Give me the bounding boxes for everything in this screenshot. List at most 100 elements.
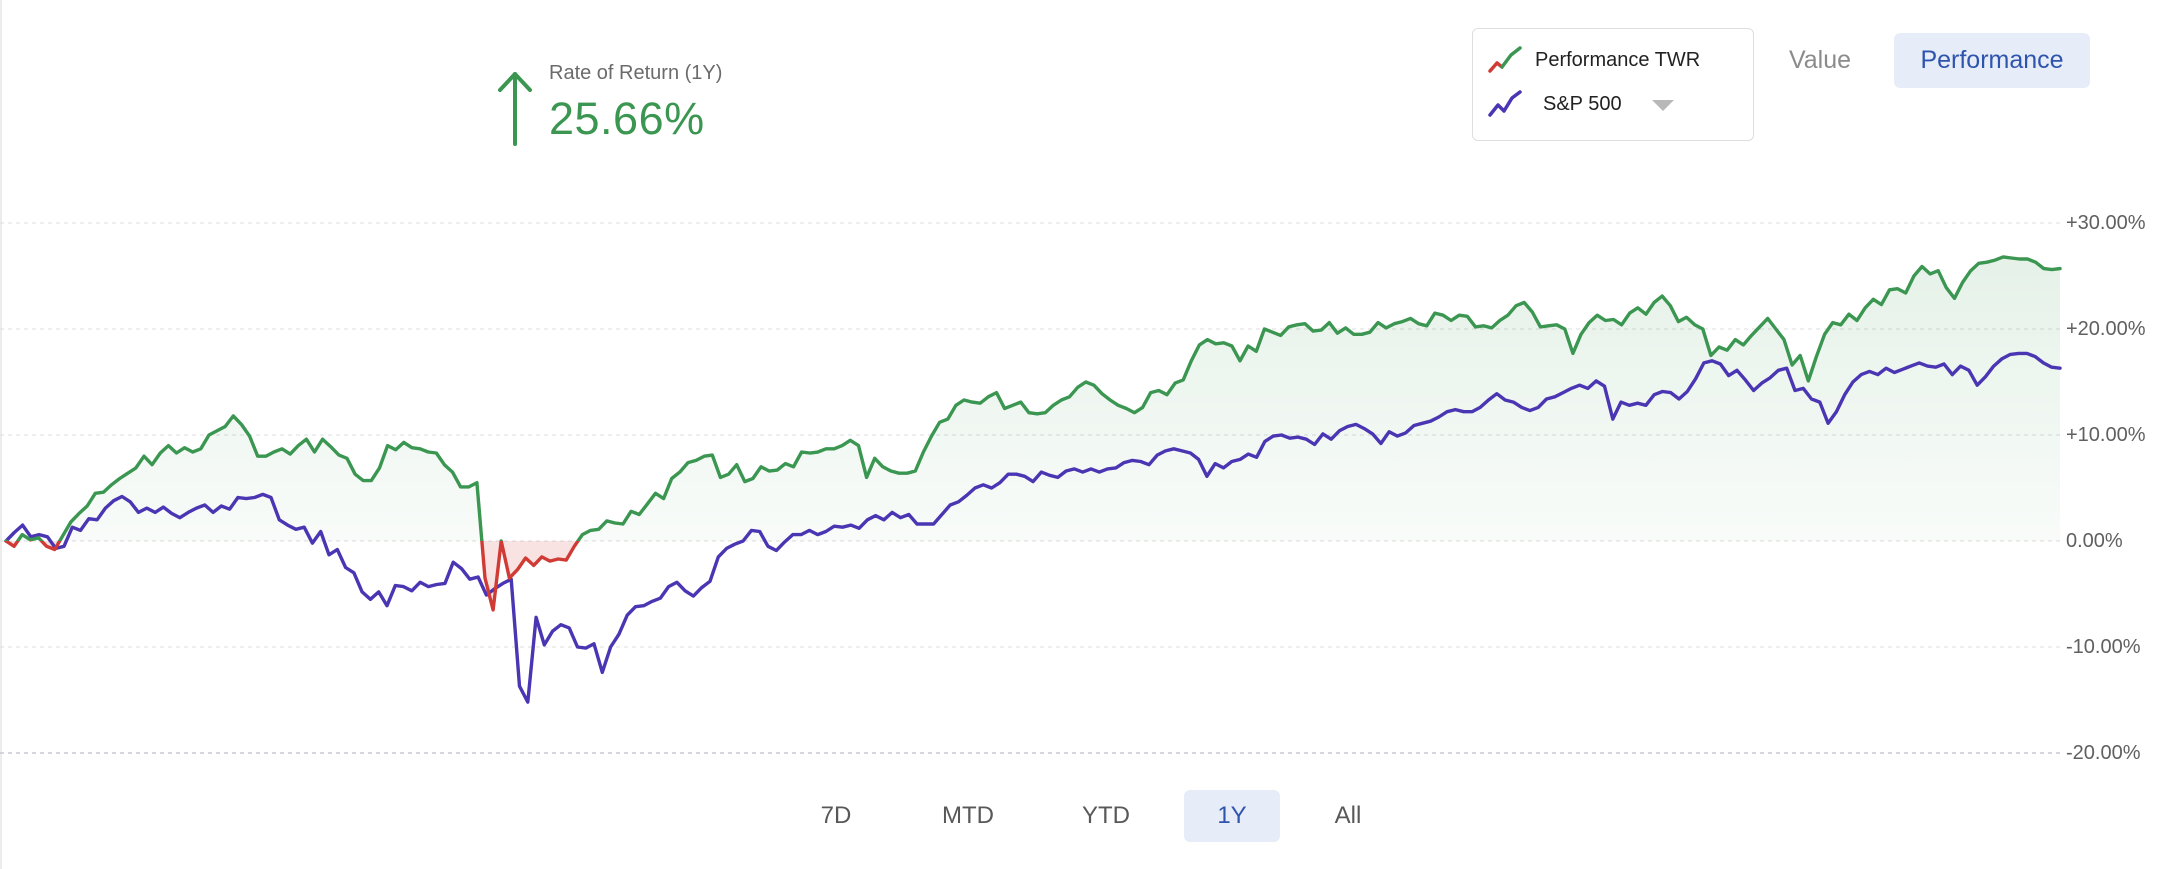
twr-data-point (1847, 313, 1850, 316)
sp500-data-point (1595, 379, 1598, 382)
twr-data-point (467, 485, 470, 488)
sp500-data-point (1363, 427, 1366, 430)
twr-data-point (240, 423, 243, 426)
sp500-data-point (1454, 408, 1457, 411)
sp500-data-point (1189, 452, 1192, 455)
twr-data-point (1709, 354, 1712, 357)
twr-data-point (719, 476, 722, 479)
sp500-data-point (1785, 367, 1788, 370)
sp500-data-point (568, 626, 571, 629)
sp500-data-point (1769, 376, 1772, 379)
twr-data-point (1433, 312, 1436, 315)
series-lines (4, 255, 2062, 704)
range-tab-ytd[interactable]: YTD (1082, 802, 1130, 829)
twr-data-point (630, 510, 633, 513)
sp500-data-point (13, 531, 16, 534)
twr-data-point (1230, 345, 1233, 348)
twr-data-point (1287, 325, 1290, 328)
twr-data-point (662, 497, 665, 500)
sp500-data-point (1255, 456, 1258, 459)
twr-data-point (1385, 326, 1388, 329)
sp500-data-point (79, 529, 82, 532)
twr-data-point (305, 438, 308, 441)
sp500-data-point (882, 518, 885, 521)
twr-data-point (337, 454, 340, 457)
twr-data-point (565, 559, 568, 562)
twr-data-point (1304, 322, 1307, 325)
twr-data-point (605, 519, 608, 522)
chevron-down-icon[interactable] (1651, 99, 1674, 111)
sp500-data-point (1984, 375, 1987, 378)
y-tick-label: +20.00% (2066, 318, 2146, 340)
value-view-button[interactable]: Value (1788, 46, 1852, 74)
twr-data-point (1360, 333, 1363, 336)
sp500-data-point (187, 511, 190, 514)
sp500-data-point (1545, 398, 1548, 401)
sp500-data-point (990, 487, 993, 490)
twr-data-point (1377, 321, 1380, 324)
range-tab-1y[interactable]: 1Y (1184, 790, 1280, 842)
sp500-data-point (1934, 366, 1937, 369)
sp500-data-point (965, 494, 968, 497)
twr-data-point (1539, 325, 1542, 328)
sp500-data-point (1636, 402, 1639, 405)
sp500-data-point (1148, 463, 1151, 466)
twr-data-point (427, 451, 430, 454)
twr-data-point (2010, 257, 2013, 260)
twr-data-point (1442, 314, 1445, 317)
legend-item-performance-twr[interactable]: Performance TWR (1487, 45, 1700, 75)
sp500-data-point (2050, 366, 2053, 369)
twr-data-point (1466, 315, 1469, 318)
twr-data-point (1255, 350, 1258, 353)
sp500-data-point (1901, 368, 1904, 371)
sp500-data-point (2059, 367, 2062, 370)
sp500-data-point (336, 548, 339, 551)
range-tab-all[interactable]: All (1334, 802, 1362, 829)
range-tab-7d[interactable]: 7D (820, 802, 852, 829)
arrow-up-icon (498, 72, 532, 146)
sp500-data-point (767, 545, 770, 548)
twr-data-point (370, 479, 373, 482)
sp500-data-point (974, 487, 977, 490)
twr-data-point (1206, 338, 1209, 341)
twr-data-point (516, 568, 519, 571)
sp500-data-point (733, 543, 736, 546)
performance-view-button[interactable]: Performance (1894, 33, 2090, 88)
rate-of-return-value: 25.66% (549, 93, 705, 144)
sp500-data-point (1015, 473, 1018, 476)
sp500-data-point (651, 600, 654, 603)
twr-data-point (914, 470, 917, 473)
range-tab-mtd[interactable]: MTD (942, 802, 994, 829)
sp500-data-point (949, 504, 952, 507)
twr-data-point (1084, 381, 1087, 384)
sp500-data-point (2017, 352, 2020, 355)
sp500-data-point (1752, 389, 1755, 392)
twr-data-point (386, 444, 389, 447)
twr-data-point (1701, 328, 1704, 331)
sp500-data-point (245, 497, 248, 500)
twr-line-icon (1488, 46, 1522, 73)
twr-data-point (1685, 316, 1688, 319)
sp500-data-point (1553, 395, 1556, 398)
twr-data-point (1588, 321, 1591, 324)
twr-data-point (232, 414, 235, 417)
twr-data-point (1271, 331, 1274, 334)
twr-data-point (1734, 338, 1737, 341)
sp500-data-point (717, 555, 720, 558)
twr-data-point (1174, 382, 1177, 385)
sp500-data-point (1711, 359, 1714, 362)
sp500-data-point (1885, 367, 1888, 370)
twr-data-point (1515, 304, 1518, 307)
twr-data-point (21, 533, 24, 536)
sp500-data-point (278, 518, 281, 521)
twr-data-point (557, 558, 560, 561)
legend-item-sp500[interactable]: S&P 500 (1487, 89, 1674, 119)
sp500-data-point (1744, 378, 1747, 381)
sp500-data-point (758, 530, 761, 533)
twr-data-point (1742, 343, 1745, 346)
sp500-data-point (1446, 410, 1449, 413)
twr-data-point (979, 402, 982, 405)
twr-data-point (532, 564, 535, 567)
sp500-data-point (2042, 361, 2045, 364)
twr-data-point (402, 441, 405, 444)
